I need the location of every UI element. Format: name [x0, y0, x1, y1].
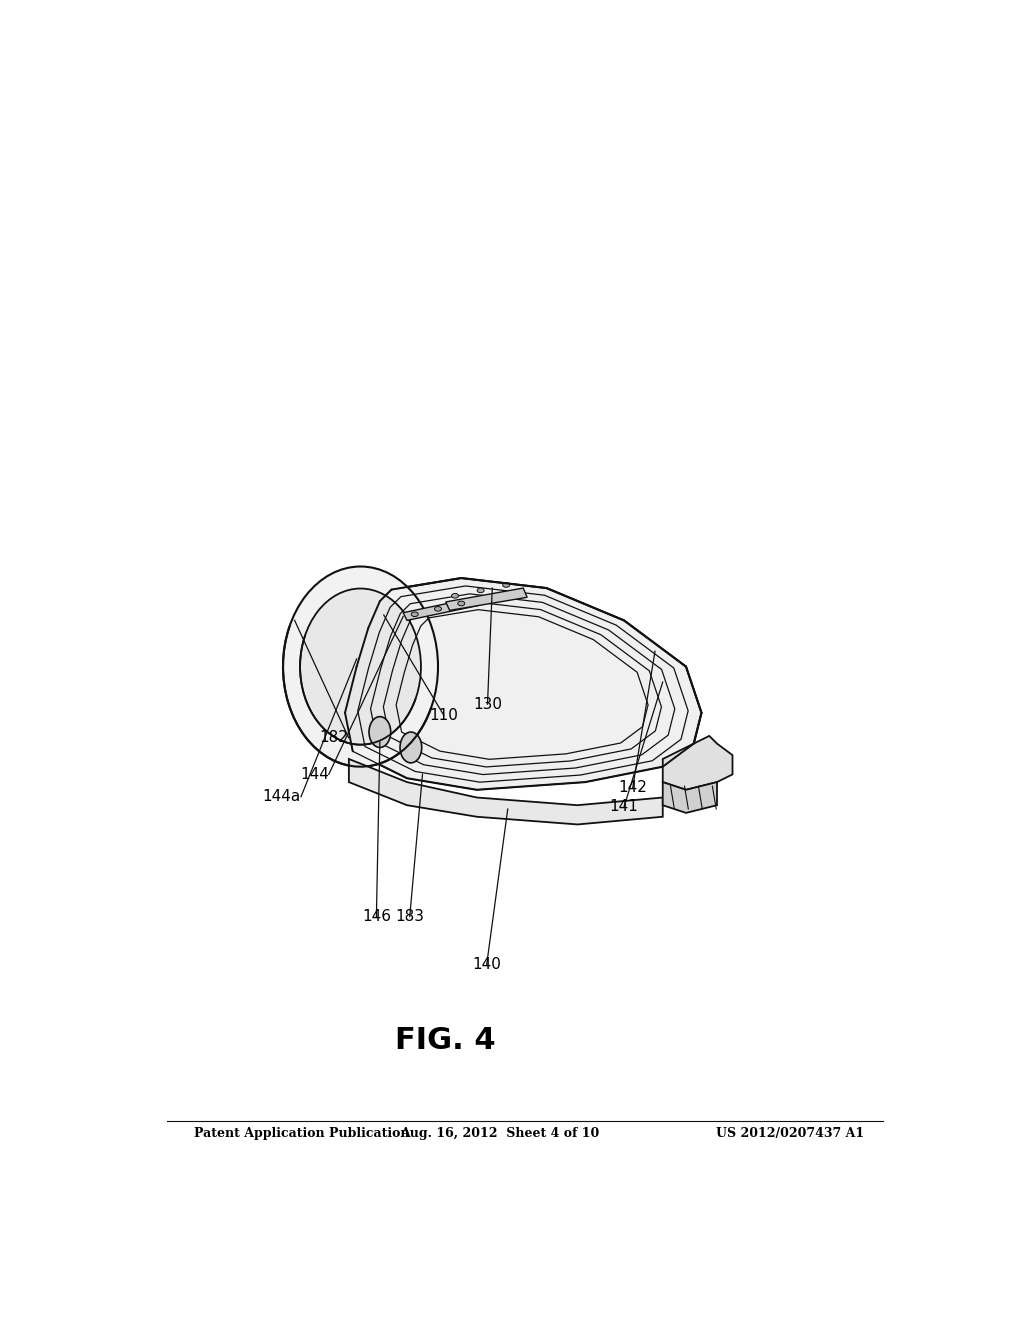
Text: 183: 183: [395, 909, 424, 924]
Text: 142: 142: [618, 780, 647, 795]
Text: 182: 182: [319, 730, 348, 746]
Polygon shape: [663, 781, 717, 813]
Text: 110: 110: [429, 708, 459, 723]
Ellipse shape: [400, 733, 422, 763]
Text: 146: 146: [361, 909, 391, 924]
Text: 130: 130: [473, 697, 502, 711]
Ellipse shape: [503, 582, 510, 587]
Text: 140: 140: [472, 957, 501, 972]
Text: 144: 144: [300, 767, 329, 781]
Text: Aug. 16, 2012  Sheet 4 of 10: Aug. 16, 2012 Sheet 4 of 10: [400, 1127, 600, 1140]
Ellipse shape: [458, 601, 465, 606]
Ellipse shape: [452, 594, 459, 598]
Text: FIG. 4: FIG. 4: [395, 1026, 496, 1055]
Text: 141: 141: [609, 800, 638, 814]
Polygon shape: [445, 589, 527, 610]
Text: US 2012/0207437 A1: US 2012/0207437 A1: [716, 1127, 864, 1140]
Ellipse shape: [300, 589, 421, 744]
Polygon shape: [663, 737, 732, 789]
Polygon shape: [345, 578, 701, 789]
Polygon shape: [403, 597, 480, 620]
Text: 144a: 144a: [263, 789, 301, 804]
Ellipse shape: [434, 607, 441, 611]
Ellipse shape: [412, 612, 418, 616]
Ellipse shape: [283, 566, 438, 767]
Ellipse shape: [369, 717, 391, 747]
Polygon shape: [349, 759, 663, 825]
Ellipse shape: [477, 589, 484, 593]
Text: Patent Application Publication: Patent Application Publication: [194, 1127, 410, 1140]
